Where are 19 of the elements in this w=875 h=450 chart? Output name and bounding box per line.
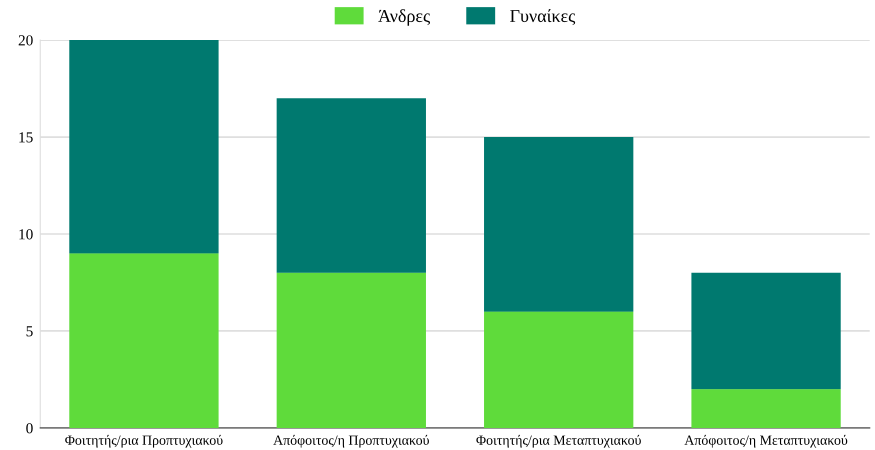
bar bbox=[276, 98, 426, 273]
legend-label: Γυναίκες bbox=[510, 9, 576, 26]
x-tick-label: Φοιτητής/ρια Μεταπτυχιακού bbox=[476, 434, 641, 448]
bar bbox=[484, 137, 634, 312]
bar bbox=[484, 312, 634, 428]
x-tick-label: Απόφοιτος/η Μεταπτυχιακού bbox=[684, 434, 848, 448]
legend-label: Άνδρες bbox=[378, 9, 430, 26]
x-tick-label: Φοιτητής/ρια Προπτυχιακού bbox=[65, 434, 223, 448]
x-tick-label: Απόφοιτος/η Προπτυχιακού bbox=[273, 434, 429, 448]
y-tick-label: 5 bbox=[26, 326, 33, 336]
bar bbox=[276, 272, 426, 428]
y-tick-label: 20 bbox=[18, 35, 33, 46]
y-tick-label: 0 bbox=[26, 423, 33, 434]
bar bbox=[69, 253, 219, 428]
bar bbox=[69, 40, 219, 254]
bar bbox=[691, 272, 841, 390]
y-tick-label: 15 bbox=[19, 132, 33, 142]
y-tick-label: 10 bbox=[19, 229, 33, 240]
bar bbox=[691, 389, 841, 428]
